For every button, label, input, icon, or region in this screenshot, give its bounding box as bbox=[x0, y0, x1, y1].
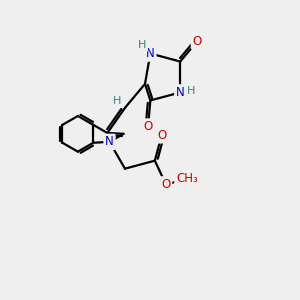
Text: O: O bbox=[193, 35, 202, 48]
Text: N: N bbox=[146, 47, 155, 60]
Text: O: O bbox=[161, 178, 171, 191]
Text: N: N bbox=[105, 135, 114, 148]
Text: H: H bbox=[138, 40, 146, 50]
Text: CH₃: CH₃ bbox=[176, 172, 198, 185]
Text: H: H bbox=[187, 86, 196, 96]
Text: O: O bbox=[157, 129, 166, 142]
Text: O: O bbox=[143, 120, 153, 133]
Text: H: H bbox=[113, 96, 121, 106]
Text: N: N bbox=[176, 86, 184, 99]
